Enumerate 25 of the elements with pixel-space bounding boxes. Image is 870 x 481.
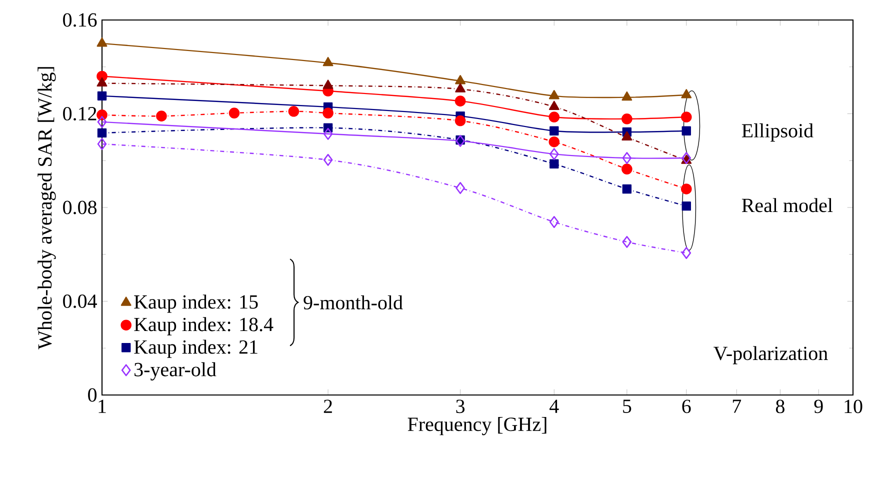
- legend-label: Kaup index: 21: [134, 340, 258, 358]
- y-tick-label: 0: [88, 388, 97, 402]
- y-axis-title: Whole-body averaged SAR [W/kg]: [38, 67, 56, 350]
- legend-label: Kaup index: 15: [134, 294, 258, 313]
- y-tick-label: 0.16: [63, 13, 97, 27]
- x-tick-label: 1: [98, 400, 106, 413]
- legend-label: Kaup index: 18.4: [134, 317, 274, 336]
- x-tick-label: 9: [814, 400, 823, 414]
- x-axis-title: Frequency [GHz]: [408, 417, 546, 436]
- annotation: 9-month-old: [304, 295, 403, 310]
- x-tick-label: 3: [456, 400, 465, 414]
- x-tick-label: 4: [550, 400, 559, 413]
- x-tick-label: 8: [776, 400, 784, 414]
- x-tick-label: 5: [623, 400, 632, 413]
- y-tick-label: 0.04: [63, 294, 97, 308]
- x-tick-label: 10: [844, 400, 862, 414]
- y-tick-label: 0.08: [63, 200, 97, 214]
- x-tick-label: 2: [324, 400, 332, 413]
- y-tick-label: 0.12: [63, 106, 96, 121]
- legend-label: 3-year-old: [134, 362, 216, 380]
- annotation: Ellipsoid: [742, 123, 814, 142]
- x-tick-label: 6: [682, 400, 691, 414]
- x-tick-label: 7: [732, 400, 742, 413]
- annotation: Real model: [742, 198, 833, 212]
- annotation: V-polarization: [714, 346, 828, 364]
